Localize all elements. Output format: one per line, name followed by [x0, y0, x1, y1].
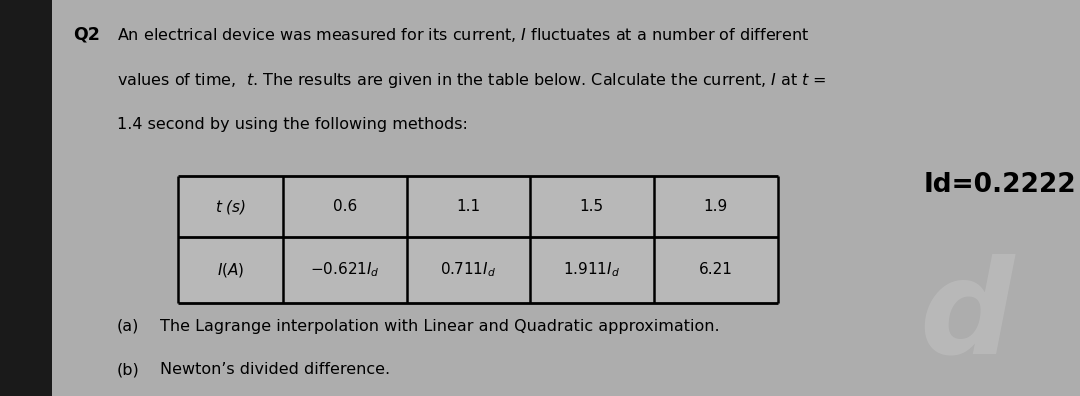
- Text: $-0.621I_d$: $-0.621I_d$: [310, 261, 380, 279]
- Text: Q2: Q2: [73, 26, 100, 44]
- Text: $t$ (s): $t$ (s): [215, 198, 246, 216]
- Text: An electrical device was measured for its current, $I$ fluctuates at a number of: An electrical device was measured for it…: [117, 26, 809, 44]
- Text: 6.21: 6.21: [699, 263, 732, 278]
- Text: (a): (a): [117, 319, 139, 334]
- Text: (b): (b): [117, 362, 139, 377]
- Text: $1.911I_d$: $1.911I_d$: [564, 261, 620, 279]
- Text: The Lagrange interpolation with Linear and Quadratic approximation.: The Lagrange interpolation with Linear a…: [160, 319, 719, 334]
- Text: 1.1: 1.1: [456, 199, 481, 214]
- Text: 1.5: 1.5: [580, 199, 604, 214]
- Text: Newton’s divided difference.: Newton’s divided difference.: [160, 362, 390, 377]
- Text: d: d: [919, 253, 1014, 380]
- Text: values of time,  $t$. The results are given in the table below. Calculate the cu: values of time, $t$. The results are giv…: [117, 71, 826, 90]
- Text: 1.9: 1.9: [703, 199, 728, 214]
- Text: Id=0.2222: Id=0.2222: [923, 172, 1076, 198]
- Text: $I(A)$: $I(A)$: [217, 261, 244, 279]
- Text: 0.6: 0.6: [333, 199, 357, 214]
- Text: 1.4 second by using the following methods:: 1.4 second by using the following method…: [117, 117, 468, 132]
- Text: $0.711I_d$: $0.711I_d$: [441, 261, 496, 279]
